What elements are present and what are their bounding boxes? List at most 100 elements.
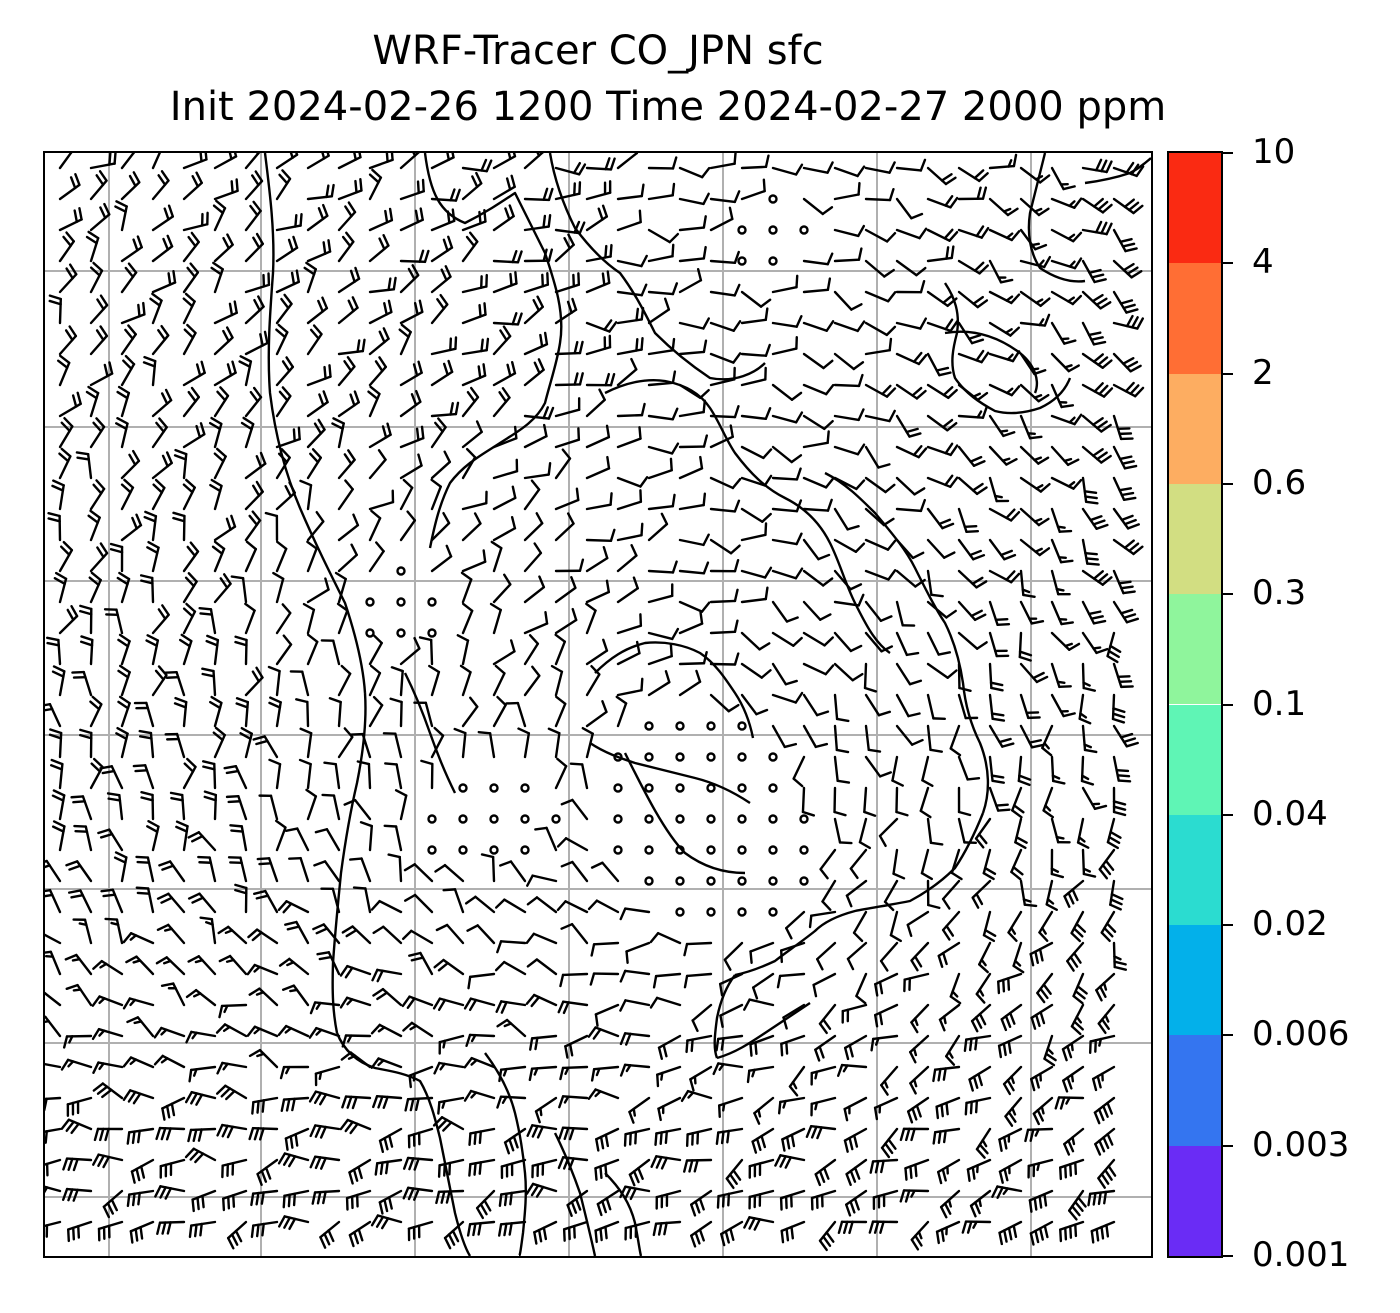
wind-barb xyxy=(79,635,94,666)
wind-barb xyxy=(208,416,223,449)
wind-barb xyxy=(560,922,589,945)
wind-barb xyxy=(523,512,544,542)
wind-barb xyxy=(65,983,93,1007)
wind-barb xyxy=(114,200,128,232)
wind-barb xyxy=(201,667,217,697)
wind-barb xyxy=(647,243,675,263)
wind-barb xyxy=(274,819,287,852)
wind-barb xyxy=(279,1065,310,1080)
wind-barb xyxy=(394,789,408,821)
coastline xyxy=(403,672,457,794)
wind-barb xyxy=(564,1034,589,1059)
wind-barb xyxy=(1045,879,1058,911)
wind-barb xyxy=(109,542,124,573)
calm-wind-marker xyxy=(675,907,685,917)
wind-barb xyxy=(833,373,864,388)
wind-barb xyxy=(399,425,425,449)
wind-barb xyxy=(1081,507,1109,530)
wind-barb xyxy=(1112,600,1140,624)
wind-barb xyxy=(957,755,981,781)
wind-barb xyxy=(895,158,927,172)
calm-wind-marker xyxy=(706,907,716,917)
wind-barb xyxy=(47,511,62,542)
wind-barb xyxy=(337,338,366,356)
wind-barb xyxy=(1081,352,1113,369)
wind-barb xyxy=(399,207,424,232)
colorbar-tick-label: 2 xyxy=(1252,352,1274,393)
wind-barb xyxy=(275,323,289,356)
wind-barb xyxy=(569,762,589,790)
wind-barb xyxy=(647,493,676,511)
wind-barb xyxy=(213,514,237,542)
wind-barb xyxy=(647,670,671,697)
wind-barb xyxy=(1043,1034,1057,1067)
wind-barb xyxy=(709,558,740,573)
wind-barb xyxy=(715,1034,744,1052)
wind-barb xyxy=(1050,197,1083,209)
wind-barb xyxy=(91,995,124,1007)
wind-barb xyxy=(988,259,1014,284)
wind-barb xyxy=(647,337,676,356)
colorbar-segment xyxy=(1169,704,1221,815)
wind-barb xyxy=(926,290,958,308)
wind-barb xyxy=(554,220,586,235)
calm-wind-marker xyxy=(706,876,716,886)
wind-barb xyxy=(475,1189,496,1220)
wind-barb xyxy=(1007,910,1023,942)
coastline xyxy=(944,330,1039,394)
wind-barb xyxy=(709,206,734,232)
wind-barb xyxy=(957,476,988,496)
wind-barb xyxy=(678,245,707,263)
wind-barb xyxy=(689,1065,713,1092)
wind-barb xyxy=(709,250,740,264)
wind-barb xyxy=(182,323,197,356)
wind-barb xyxy=(492,249,523,264)
wind-barb xyxy=(782,1003,806,1030)
wind-barb xyxy=(460,571,473,604)
wind-barb xyxy=(647,442,680,455)
wind-barb xyxy=(863,786,877,817)
wind-barb xyxy=(652,1220,682,1237)
wind-barb xyxy=(399,360,423,387)
wind-barb xyxy=(372,925,403,945)
wind-barb xyxy=(1081,382,1114,398)
wind-barb xyxy=(833,724,850,754)
wind-barb xyxy=(321,793,341,821)
wind-barb xyxy=(314,1065,341,1087)
wind-barb xyxy=(66,1096,93,1117)
wind-barb xyxy=(864,228,897,243)
wind-barb xyxy=(802,430,830,449)
wind-barb xyxy=(1061,1034,1085,1062)
wind-barb xyxy=(120,301,146,325)
wind-barb xyxy=(595,1127,620,1152)
wind-barb xyxy=(957,259,990,275)
wind-barb xyxy=(492,361,517,387)
wind-barb xyxy=(1070,1003,1085,1036)
wind-barb xyxy=(213,573,232,604)
wind-barb xyxy=(1029,941,1054,967)
wind-barb xyxy=(585,602,597,635)
wind-barb xyxy=(585,157,616,171)
wind-barb xyxy=(873,1003,899,1028)
wind-barb xyxy=(368,489,395,511)
wind-barb xyxy=(647,228,680,244)
wind-barb xyxy=(60,1058,93,1071)
calm-wind-marker xyxy=(706,845,716,855)
calm-wind-marker xyxy=(458,783,468,793)
wind-barb xyxy=(404,1096,434,1112)
wind-barb xyxy=(957,445,986,467)
wind-barb xyxy=(277,1152,310,1168)
wind-barb xyxy=(146,540,160,573)
calm-wind-marker xyxy=(613,814,623,824)
wind-barb xyxy=(650,1155,682,1170)
wind-barb xyxy=(496,1018,527,1038)
wind-barb xyxy=(926,318,959,333)
wind-barb xyxy=(746,1065,775,1084)
wind-barb xyxy=(523,479,541,511)
wind-barb xyxy=(587,1026,620,1040)
coastline xyxy=(713,974,811,1060)
wind-barb xyxy=(465,1033,496,1048)
wind-barb xyxy=(883,879,899,912)
wind-barb xyxy=(62,1157,93,1172)
wind-barb xyxy=(187,831,217,852)
